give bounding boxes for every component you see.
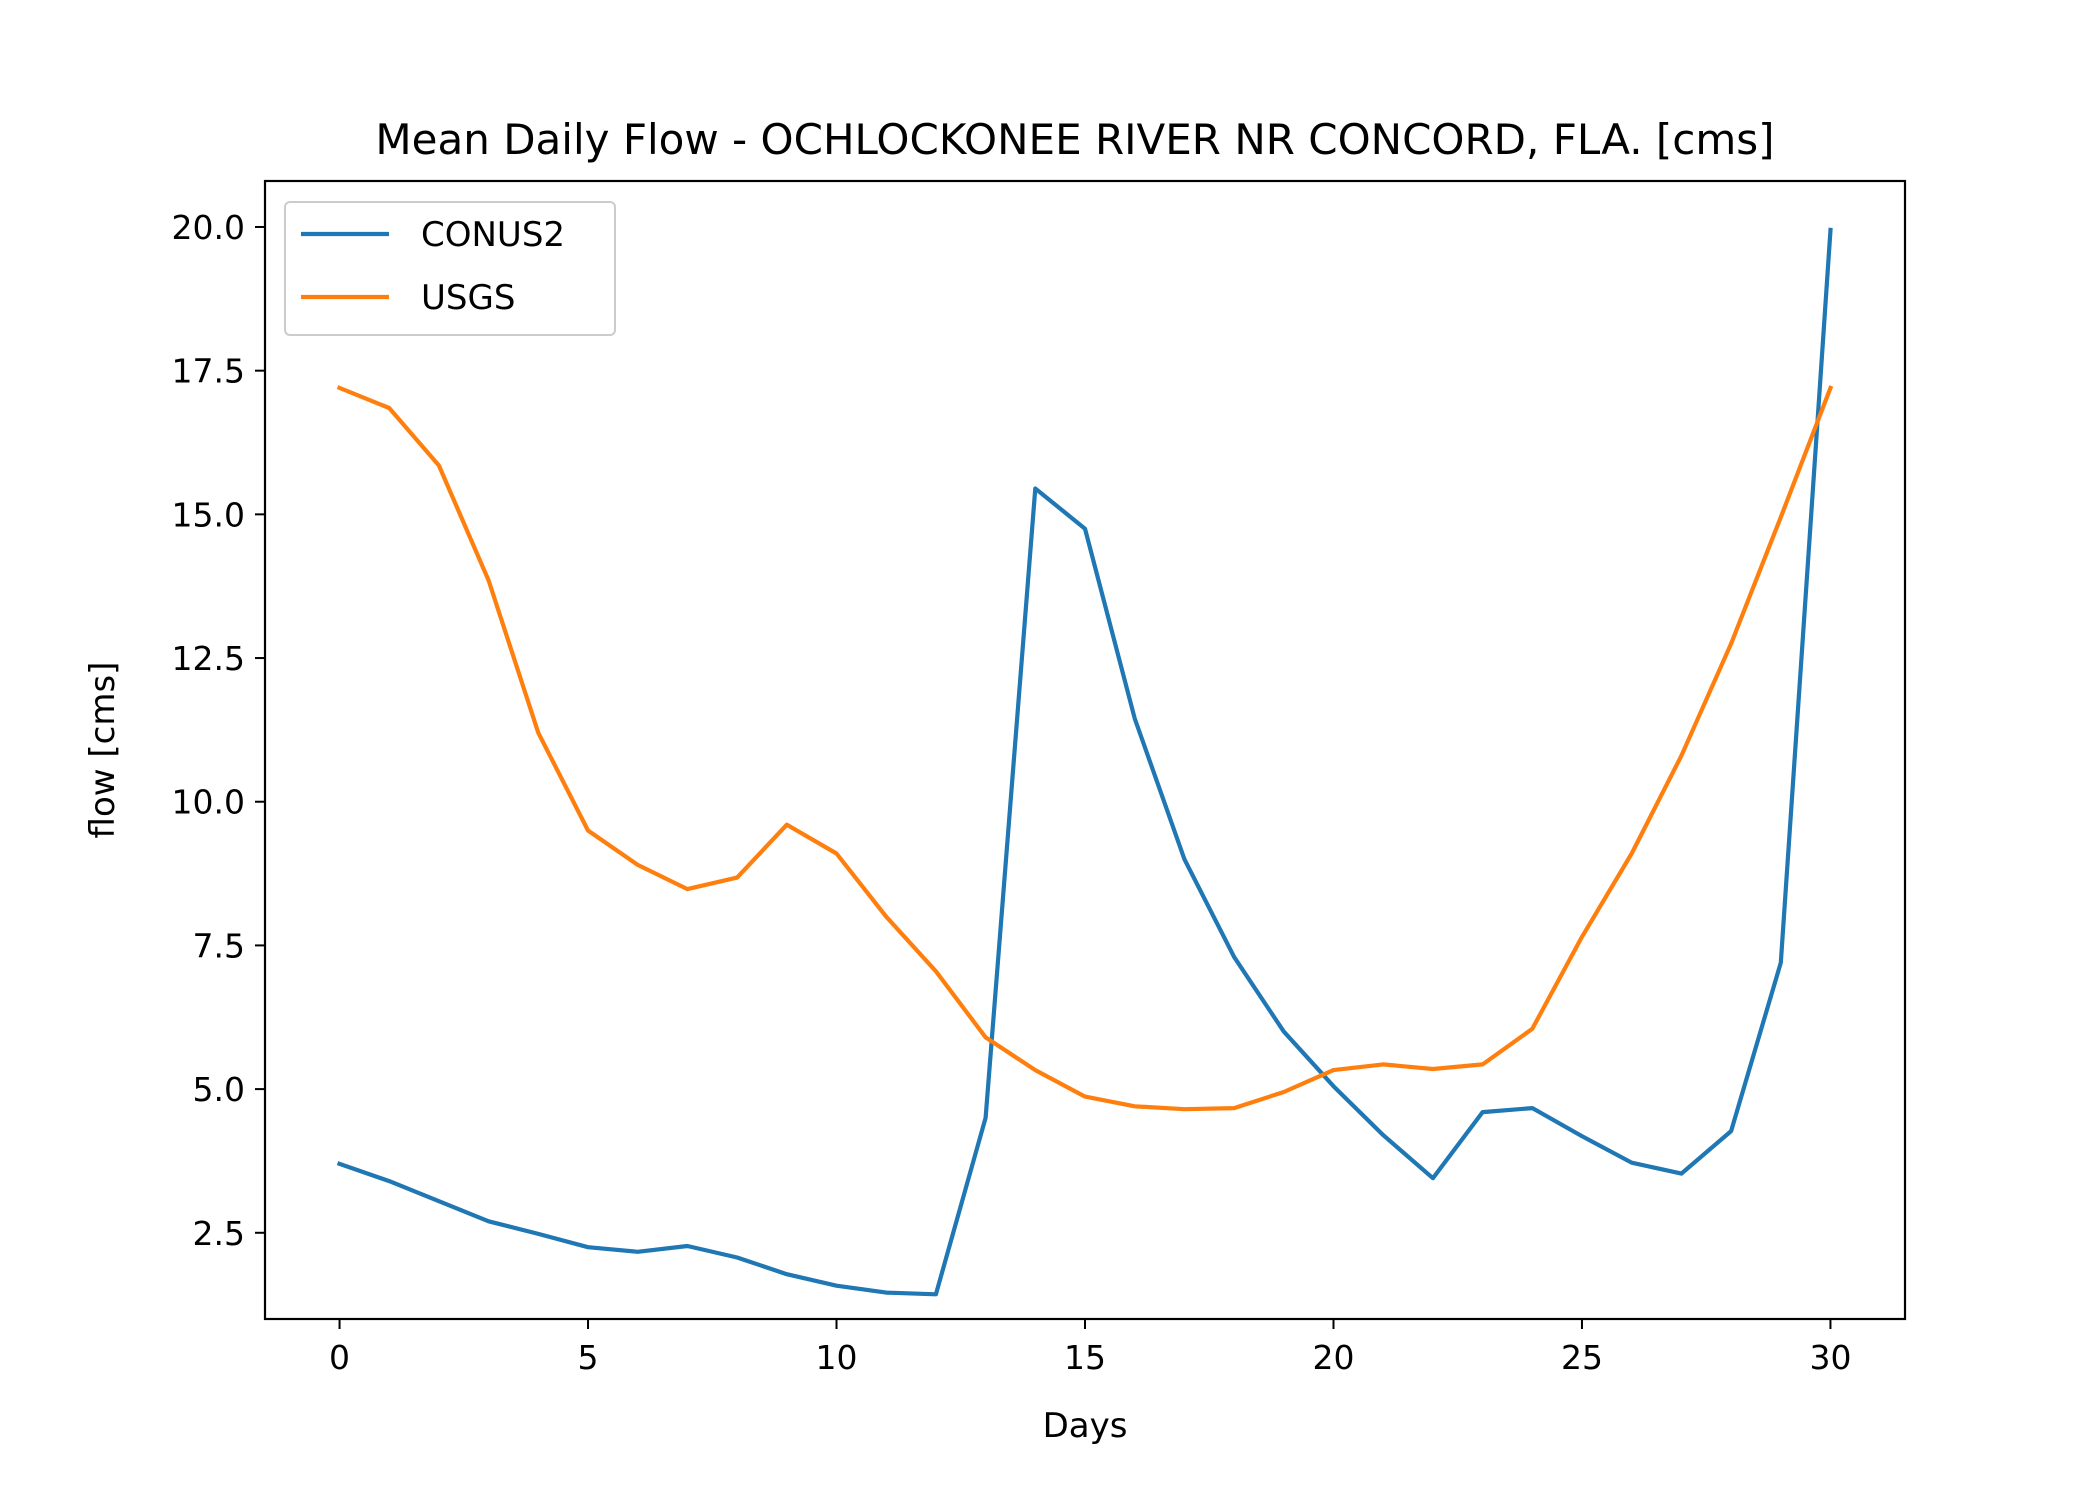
legend-label-conus2: CONUS2 [421,215,565,255]
chart-title: Mean Daily Flow - OCHLOCKONEE RIVER NR C… [375,115,1774,164]
x-tick-label: 5 [578,1338,599,1377]
legend-label-usgs: USGS [421,278,515,318]
y-axis-label: flow [cms] [83,662,123,839]
x-tick-label: 30 [1809,1338,1851,1377]
y-tick-label: 17.5 [172,352,245,391]
series-line-usgs [336,385,1834,1112]
y-axis: 2.5 5.0 7.5 10.0 12.5 15.0 17.5 20.0 [172,208,265,1253]
y-tick-label: 12.5 [172,639,245,678]
y-tick-label: 7.5 [193,926,245,965]
x-axis-label: Days [1043,1406,1128,1446]
y-tick-label: 15.0 [172,495,245,534]
x-axis: 0 5 10 15 20 25 30 [329,1319,1851,1377]
y-tick-label: 20.0 [172,208,245,247]
series-layer [336,227,1834,1297]
x-tick-label: 15 [1064,1338,1106,1377]
legend: CONUS2 USGS [284,201,616,336]
x-tick-label: 0 [329,1338,350,1377]
plot-frame [263,179,1907,1321]
y-tick-label: 5.0 [193,1070,245,1109]
y-tick-label: 2.5 [193,1214,245,1253]
series-line-conus2 [336,227,1833,1297]
x-tick-label: 20 [1312,1338,1354,1377]
x-tick-label: 25 [1561,1338,1603,1377]
x-tick-label: 10 [816,1338,858,1377]
y-tick-label: 10.0 [172,783,245,822]
